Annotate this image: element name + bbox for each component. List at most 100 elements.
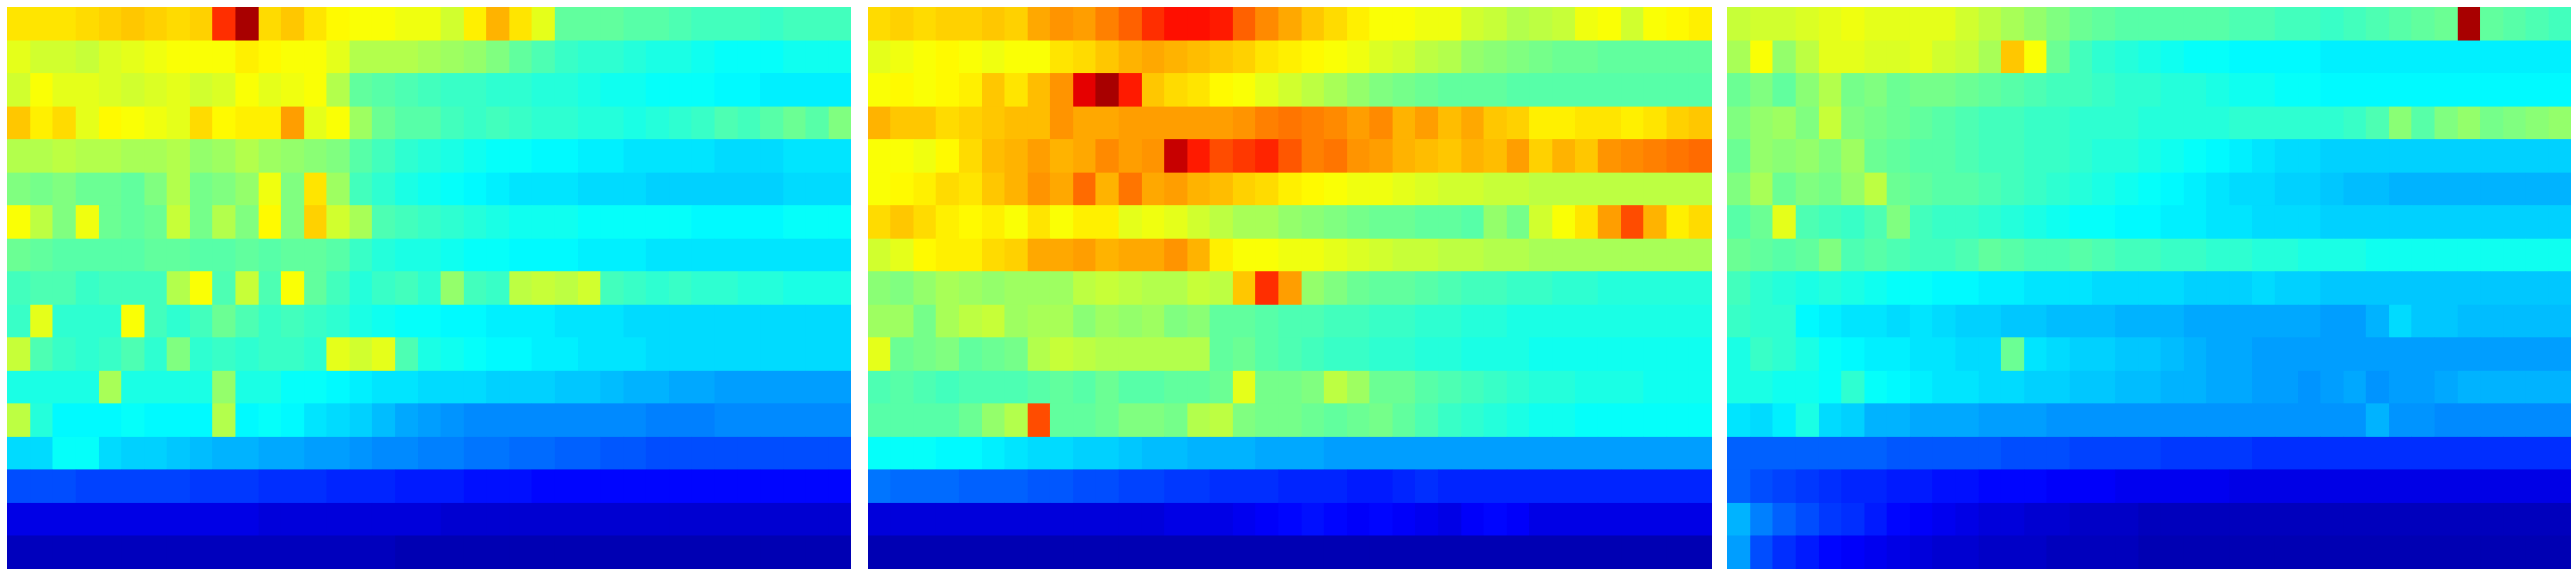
heatmap-1-cell-r1-c1 [30, 40, 53, 74]
heatmap-1-cell-r3-c13 [304, 106, 327, 140]
heatmap-3-cell-r2-c34 [2503, 73, 2527, 108]
heatmap-3-cell-r1-c26 [2320, 40, 2345, 74]
heatmap-2-cell-r2-c27 [1483, 73, 1508, 108]
heatmap-2-cell-r11-c2 [913, 370, 937, 405]
heatmap-2-cell-r4-c30 [1552, 139, 1576, 174]
heatmap-1-cell-r10-c29 [669, 337, 692, 372]
heatmap-3-cell-r14-c18 [2138, 469, 2162, 504]
heatmap-1-cell-r13-c29 [669, 436, 692, 471]
heatmap-2-cell-r0-c26 [1461, 7, 1485, 42]
heatmap-2-cell-r16-c24 [1415, 535, 1439, 569]
heatmap-2-cell-r1-c27 [1483, 40, 1508, 74]
heatmap-1-cell-r10-c35 [805, 337, 830, 372]
heatmap-3-cell-r13-c15 [2069, 436, 2093, 471]
heatmap-2-cell-r1-c26 [1461, 40, 1485, 74]
heatmap-2-cell-r13-c1 [890, 436, 914, 471]
heatmap-1-cell-r6-c0 [7, 205, 31, 240]
heatmap-1-cell-r8-c19 [440, 271, 465, 306]
heatmap-2-cell-r11-c19 [1301, 370, 1325, 405]
heatmap-2-cell-r4-c11 [1118, 139, 1142, 174]
heatmap-2-cell-r6-c24 [1415, 205, 1439, 240]
heatmap-1-cell-r14-c12 [280, 469, 305, 504]
heatmap-1-cell-r14-c36 [828, 469, 851, 504]
heatmap-2-cell-r6-c21 [1347, 205, 1370, 240]
heatmap-2-cell-r0-c33 [1621, 7, 1644, 42]
heatmap-1-cell-r5-c32 [737, 172, 761, 206]
heatmap-1-cell-r5-c28 [645, 172, 670, 206]
heatmap-2-cell-r14-c33 [1621, 469, 1644, 504]
heatmap-1-cell-r10-c20 [463, 337, 487, 372]
heatmap-1-cell-r1-c29 [669, 40, 692, 74]
heatmap-3-cell-r12-c6 [1864, 403, 1888, 438]
heatmap-2-cell-r6-c14 [1187, 205, 1211, 240]
heatmap-3-cell-r1-c11 [1978, 40, 2002, 74]
heatmap-3-cell-r9-c12 [2000, 304, 2025, 339]
heatmap-3-cell-r9-c22 [2229, 304, 2253, 339]
heatmap-1-cell-r7-c29 [669, 238, 692, 272]
heatmap-3-cell-r0-c15 [2069, 7, 2093, 42]
heatmap-3-cell-r3-c31 [2434, 106, 2458, 140]
heatmap-3-cell-r2-c33 [2480, 73, 2504, 108]
heatmap-1-cell-r15-c16 [371, 502, 396, 537]
heatmap-1-cell-r4-c25 [578, 139, 601, 174]
heatmap-2-cell-r1-c8 [1049, 40, 1074, 74]
heatmap-3-cell-r12-c0 [1727, 403, 1751, 438]
heatmap-3 [1727, 7, 2571, 569]
heatmap-2-cell-r8-c33 [1621, 271, 1644, 306]
heatmap-1-cell-r0-c0 [7, 7, 31, 42]
heatmap-3-cell-r4-c26 [2320, 139, 2345, 174]
heatmap-3-cell-r10-c8 [1909, 337, 1933, 372]
heatmap-1-cell-r12-c27 [623, 403, 647, 438]
heatmap-2-cell-r4-c16 [1232, 139, 1256, 174]
heatmap-2-cell-r6-c27 [1483, 205, 1508, 240]
heatmap-2-cell-r6-c32 [1597, 205, 1622, 240]
heatmap-1-cell-r3-c6 [144, 106, 168, 140]
heatmap-3-cell-r0-c25 [2298, 7, 2321, 42]
heatmap-1-cell-r2-c23 [531, 73, 556, 108]
heatmap-2-cell-r9-c15 [1209, 304, 1234, 339]
heatmap-3-cell-r11-c17 [2115, 370, 2139, 405]
heatmap-2-cell-r10-c25 [1438, 337, 1462, 372]
heatmap-2-cell-r2-c32 [1597, 73, 1622, 108]
heatmap-1-cell-r9-c7 [166, 304, 191, 339]
heatmap-3-cell-r6-c29 [2389, 205, 2412, 240]
heatmap-1-cell-r10-c5 [121, 337, 145, 372]
heatmap-2-cell-r16-c18 [1278, 535, 1302, 569]
heatmap-1-cell-r12-c14 [326, 403, 351, 438]
heatmap-3-cell-r7-c23 [2252, 238, 2276, 272]
heatmap-2-cell-r2-c2 [913, 73, 937, 108]
heatmap-2-cell-r1-c9 [1073, 40, 1096, 74]
heatmap-2-cell-r16-c27 [1483, 535, 1508, 569]
heatmap-2-cell-r15-c24 [1415, 502, 1439, 537]
heatmap-3-cell-r15-c20 [2183, 502, 2207, 537]
heatmap-2-cell-r11-c5 [982, 370, 1005, 405]
heatmap-1-cell-r8-c26 [600, 271, 625, 306]
heatmap-2-cell-r10-c18 [1278, 337, 1302, 372]
heatmap-2-cell-r9-c23 [1392, 304, 1416, 339]
heatmap-2-cell-r12-c7 [1027, 403, 1051, 438]
heatmap-1-cell-r14-c26 [600, 469, 625, 504]
heatmap-3-cell-r0-c9 [1932, 7, 1956, 42]
heatmap-1-cell-r11-c32 [737, 370, 761, 405]
heatmap-3-cell-r11-c13 [2024, 370, 2047, 405]
heatmap-2-cell-r16-c9 [1073, 535, 1096, 569]
heatmap-1-cell-r15-c19 [440, 502, 465, 537]
heatmap-3-cell-r1-c13 [2024, 40, 2047, 74]
heatmap-2-cell-r9-c29 [1529, 304, 1553, 339]
heatmap-1-cell-r15-c13 [304, 502, 327, 537]
heatmap-2-cell-r1-c23 [1392, 40, 1416, 74]
heatmap-2-cell-r9-c3 [935, 304, 960, 339]
heatmap-3-cell-r9-c15 [2069, 304, 2093, 339]
heatmap-2-cell-r3-c0 [868, 106, 891, 140]
heatmap-2-cell-r8-c16 [1232, 271, 1256, 306]
heatmap-1-cell-r12-c6 [144, 403, 168, 438]
heatmap-3-cell-r13-c30 [2411, 436, 2436, 471]
heatmap-3-cell-r14-c2 [1772, 469, 1797, 504]
heatmap-3-cell-r8-c36 [2548, 271, 2571, 306]
heatmap-1-cell-r5-c6 [144, 172, 168, 206]
heatmap-3-cell-r16-c34 [2503, 535, 2527, 569]
heatmap-3-cell-r1-c12 [2000, 40, 2025, 74]
heatmap-1-cell-r16-c30 [691, 535, 716, 569]
heatmap-2-cell-r13-c21 [1347, 436, 1370, 471]
heatmap-1-cell-r2-c7 [166, 73, 191, 108]
